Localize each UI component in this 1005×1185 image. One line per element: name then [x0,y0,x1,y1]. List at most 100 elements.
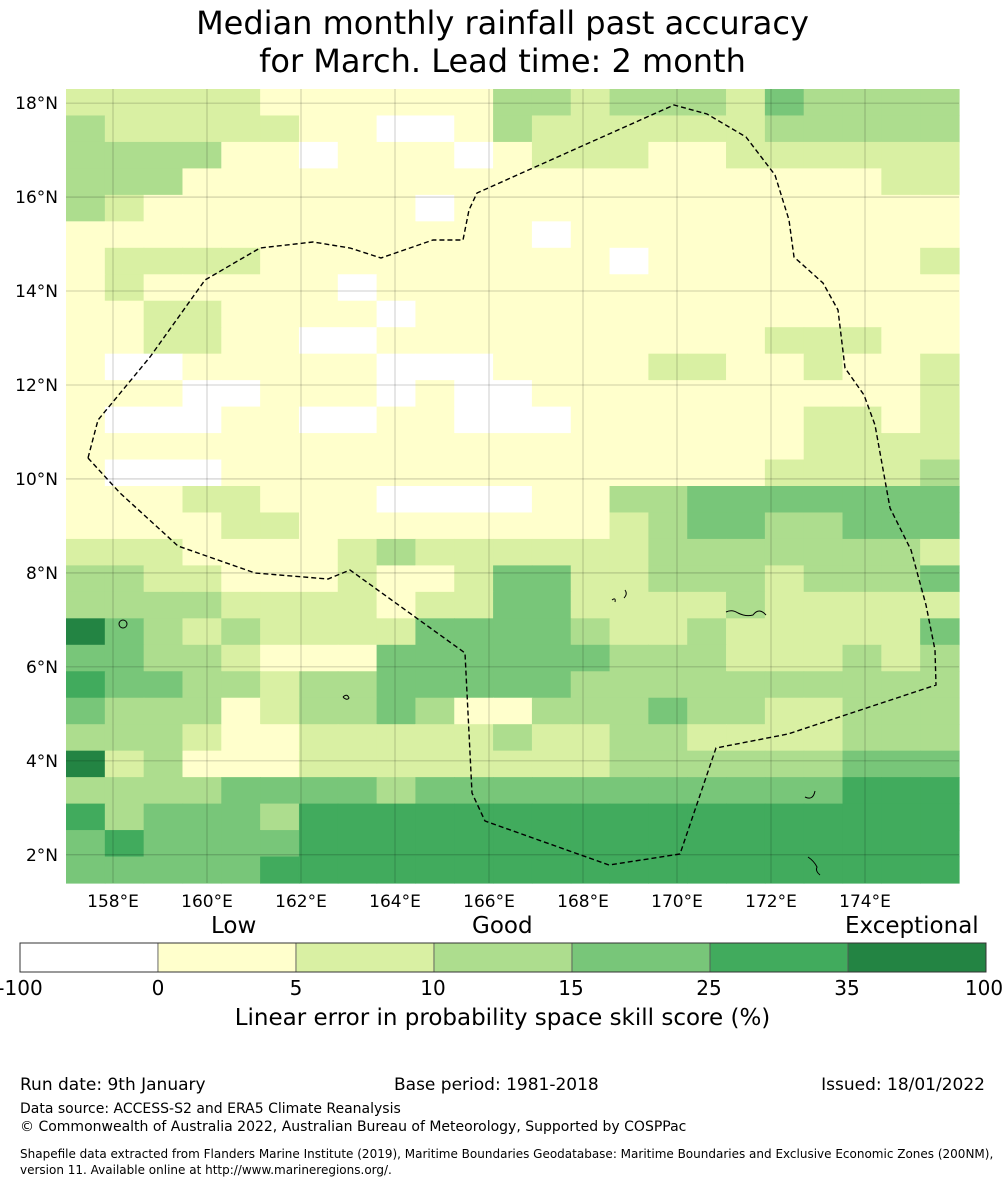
skill-cell [803,830,844,858]
skill-cell [221,406,261,434]
skill-cell [143,380,184,408]
skill-cell [881,274,921,302]
skill-cell [260,856,300,884]
skill-cell [687,486,727,514]
skill-cell [221,459,261,487]
skill-cell [104,671,145,699]
skill-cell [298,750,339,778]
skill-cell [454,353,494,381]
skill-cell [570,750,611,778]
skill-cell [415,89,455,117]
skill-cell [531,89,572,117]
skill-cell [570,115,611,143]
skill-cell [764,115,805,143]
skill-cell [648,89,688,117]
skill-cell [687,591,727,619]
skill-cell [842,618,882,646]
skill-cell [803,724,844,752]
skill-cell [337,724,378,752]
skill-cell [415,353,455,381]
skill-cell [104,327,145,355]
skill-cell [182,221,222,249]
skill-cell [298,512,339,540]
skill-cell [764,274,805,302]
skill-cell [570,406,611,434]
skill-cell [143,830,184,858]
skill-cell [298,618,339,646]
colorbar-segment [19,942,159,973]
skill-cell [298,803,339,831]
skill-cell [493,644,533,672]
skill-cell [221,221,261,249]
skill-cell [221,724,261,752]
skill-cell [803,856,844,884]
skill-cell [337,168,378,196]
skill-cell [842,115,882,143]
skill-cell [415,459,455,487]
skill-cell [104,777,145,805]
run-date: Run date: 9th January [20,1075,206,1095]
skill-cell [104,724,145,752]
skill-cell [920,380,960,408]
skill-cell [687,89,727,117]
skill-cell [376,221,417,249]
skill-cell [376,433,417,461]
skill-cell [337,247,378,275]
skill-cell [881,803,921,831]
skill-cell [143,644,184,672]
island [623,589,627,599]
skill-cell [687,168,727,196]
skill-cell [376,353,417,381]
skill-cell [182,644,222,672]
lon-tick-label: 172°E [745,892,797,912]
skill-cell [260,274,300,302]
skill-cell [260,327,300,355]
skill-cell [764,538,805,566]
skill-cell [920,141,960,169]
skill-cell [454,486,494,514]
colorbar-segment [571,942,711,973]
skill-cell [260,194,300,222]
skill-cell [182,89,222,117]
skill-cell [493,406,533,434]
skill-cell [609,168,649,196]
skill-cell [726,538,766,566]
skill-cell [881,194,921,222]
skill-cell [493,591,533,619]
skill-cell [842,486,882,514]
skill-cell [881,221,921,249]
skill-cell [764,353,805,381]
skill-cell [570,724,611,752]
skill-cell [493,300,533,328]
skill-cell [104,353,145,381]
island [725,610,767,617]
island [611,598,616,603]
skill-cell [415,750,455,778]
skill-cell [570,830,611,858]
skill-cell [337,591,378,619]
data-source: Data source: ACCESS-S2 and ERA5 Climate … [20,1101,401,1117]
skill-cell [531,274,572,302]
skill-cell [531,512,572,540]
map-title-line1: Median monthly rainfall past accuracy [196,4,809,42]
skill-cell [609,671,649,699]
skill-cell [648,538,688,566]
skill-cell [376,830,417,858]
skill-cell [66,89,106,117]
skill-cell [454,565,494,593]
skill-cell [493,777,533,805]
skill-cell [454,459,494,487]
skill-cell [687,247,727,275]
skill-cell [376,406,417,434]
skill-cell [221,565,261,593]
skill-cell [881,512,921,540]
skill-cell [221,168,261,196]
skill-cell [376,115,417,143]
skill-cell [726,803,766,831]
skill-cell [842,327,882,355]
skill-cell [726,353,766,381]
skill-cell [648,141,688,169]
skill-cell [920,115,960,143]
skill-cell [260,671,300,699]
skill-cell [260,618,300,646]
